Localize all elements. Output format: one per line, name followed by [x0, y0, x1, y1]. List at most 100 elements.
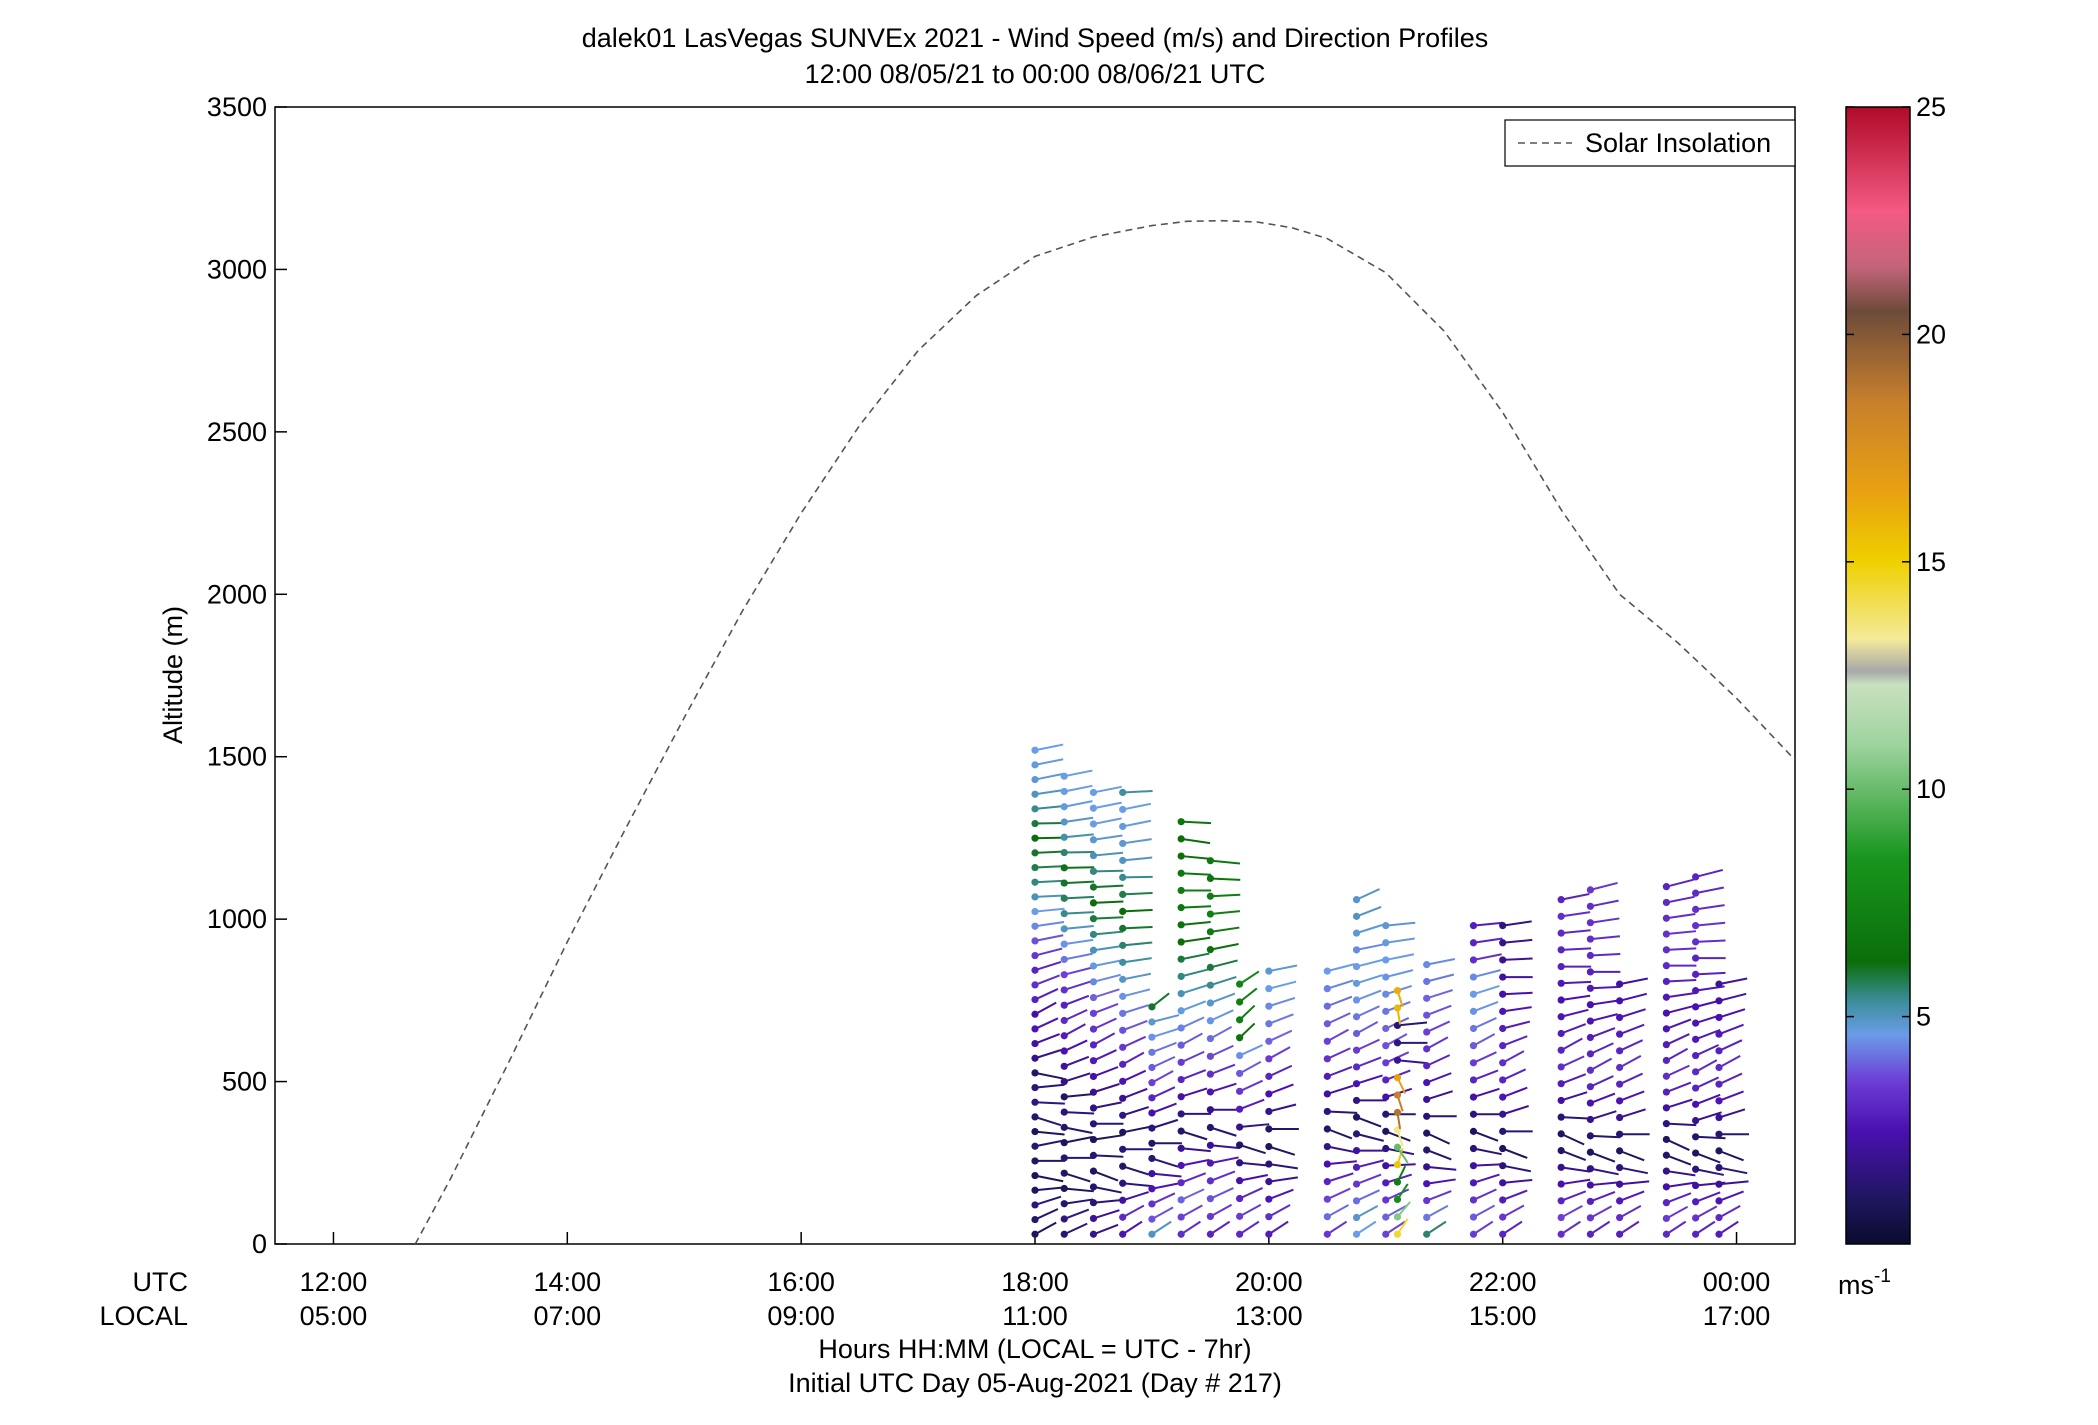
wind-barb-point: [1662, 1230, 1670, 1238]
wind-barb-shaft: [1034, 821, 1066, 825]
x-tick-label-utc: 12:00: [300, 1267, 368, 1297]
wind-barb-shaft: [1122, 988, 1151, 998]
wind-barb-shaft: [1426, 1165, 1457, 1171]
wind-barb-point: [1060, 772, 1068, 780]
wind-barb-shaft: [1210, 942, 1239, 951]
wind-barb-point: [1323, 1020, 1331, 1028]
wind-barb-point: [1499, 1213, 1507, 1221]
local-row-label: LOCAL: [99, 1301, 188, 1331]
wind-barb-shaft: [1093, 944, 1123, 952]
wind-barb-point: [1265, 1002, 1273, 1010]
wind-barb-point: [1469, 1230, 1478, 1238]
wind-barb-point: [1089, 1167, 1098, 1175]
x-tick-label-local: 05:00: [300, 1301, 368, 1331]
wind-barb-point: [1616, 980, 1624, 988]
wind-barb-point: [1557, 1130, 1565, 1138]
wind-barb-point: [1089, 804, 1098, 812]
wind-barb-point: [1206, 981, 1214, 989]
wind-barb-point: [1557, 979, 1565, 987]
wind-barb-point: [1031, 907, 1039, 916]
wind-barb-point: [1352, 996, 1361, 1004]
solar-insolation-curve: [414, 219, 1795, 1244]
wind-barb-shaft: [1122, 1087, 1148, 1100]
wind-barb-point: [1692, 1230, 1700, 1238]
wind-barb-point: [1692, 1198, 1700, 1206]
wind-barb-shaft: [1122, 1182, 1153, 1188]
wind-barb-shaft: [1093, 900, 1124, 904]
wind-barb-point: [1060, 1123, 1068, 1131]
wind-barb-point: [1586, 1050, 1594, 1058]
wind-barb-point: [1177, 1110, 1185, 1118]
wind-barb-point: [1177, 869, 1185, 877]
wind-barb-point: [1352, 912, 1361, 920]
wind-barb-point: [1557, 1046, 1565, 1054]
wind-barb-point: [1119, 1196, 1127, 1204]
wind-barb-point: [1692, 1214, 1700, 1222]
wind-barb-shaft: [1034, 1186, 1065, 1192]
wind-barb-shaft: [1560, 893, 1590, 901]
wind-barb-point: [1060, 787, 1068, 796]
wind-barb-point: [1206, 963, 1214, 972]
wind-barb-point: [1031, 1215, 1039, 1224]
wind-barb-point: [1089, 1183, 1098, 1191]
wind-barb-point: [1148, 1063, 1156, 1072]
wind-barb-shaft: [1718, 1149, 1744, 1162]
wind-barb-point: [1715, 1163, 1723, 1172]
wind-barb-point: [1148, 1033, 1156, 1041]
wind-barb-point: [1499, 1007, 1507, 1015]
wind-barb-shaft: [1473, 1130, 1499, 1142]
wind-barb-point: [1060, 1062, 1068, 1070]
wind-barb-point: [1148, 1170, 1156, 1178]
wind-barb-point: [1119, 992, 1127, 1000]
wind-barb-point: [1586, 919, 1594, 927]
wind-barb-point: [1265, 1230, 1273, 1238]
y-tick-label: 3500: [207, 92, 267, 122]
wind-barb-shaft: [1181, 820, 1212, 825]
wind-barb-point: [1499, 956, 1507, 964]
wind-barb-point: [1119, 1145, 1127, 1153]
wind-barb-point: [1557, 912, 1565, 920]
wind-barb-shaft: [1268, 1188, 1294, 1201]
wind-barb-shaft: [1180, 1000, 1207, 1012]
wind-barb-shaft: [1385, 1220, 1406, 1236]
wind-barb-shaft: [1034, 1195, 1062, 1206]
wind-barb-point: [1616, 1180, 1624, 1188]
wind-barb-shaft: [1619, 1108, 1646, 1119]
wind-barb-shaft: [1502, 991, 1533, 996]
wind-barb-shaft: [1064, 938, 1094, 946]
wind-barb-shaft: [1619, 1072, 1644, 1086]
wind-barb-point: [1060, 1032, 1068, 1040]
wind-barb-point: [1469, 1162, 1478, 1170]
wind-barb-point: [1031, 1083, 1039, 1092]
wind-barb-shaft: [1122, 891, 1153, 896]
wind-barb-shaft: [1151, 1070, 1174, 1084]
wind-barb-shaft: [1180, 1158, 1210, 1167]
wind-barb-point: [1715, 1230, 1723, 1238]
wind-barb-point: [1119, 1060, 1127, 1068]
wind-barb-shaft: [1665, 1205, 1689, 1220]
wind-barb-shaft: [1093, 834, 1123, 841]
wind-barb-point: [1586, 1066, 1594, 1074]
y-tick-label: 1000: [207, 904, 267, 934]
wind-barb-shaft: [1385, 969, 1414, 979]
wind-barb-point: [1469, 922, 1478, 930]
wind-barb-shaft: [1034, 1139, 1064, 1148]
wind-barb-shaft: [1385, 921, 1416, 927]
wind-barb-shaft: [1695, 886, 1725, 895]
wind-barb-shaft: [1356, 943, 1385, 951]
wind-barb-point: [1089, 978, 1098, 986]
wind-barb-point: [1323, 1055, 1331, 1063]
wind-barb-shaft: [1590, 999, 1620, 1006]
wind-barb-point: [1352, 1029, 1361, 1038]
wind-barb-shaft: [1356, 1189, 1380, 1202]
wind-barb-point: [1206, 999, 1214, 1007]
wind-barb-point: [1031, 995, 1039, 1004]
colorbar-tick-label: 20: [1916, 319, 1946, 349]
wind-barb-point: [1206, 1034, 1214, 1043]
wind-barb-shaft: [1093, 851, 1124, 857]
wind-barb-point: [1031, 834, 1039, 842]
wind-barb-shaft: [1064, 925, 1094, 930]
wind-barb-point: [1177, 818, 1185, 826]
wind-barb-shaft: [1666, 1170, 1696, 1177]
wind-barb-point: [1148, 1139, 1156, 1147]
